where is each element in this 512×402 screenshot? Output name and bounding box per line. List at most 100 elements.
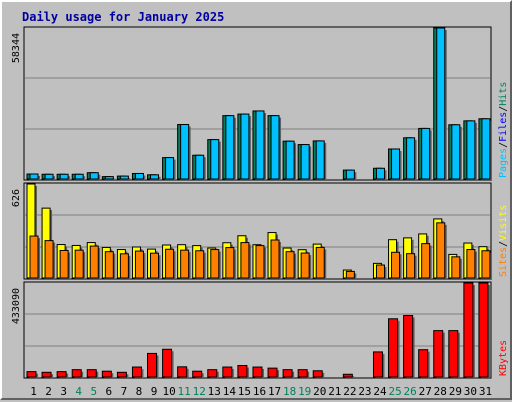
x-tick-label: 2 xyxy=(45,385,52,398)
x-tick-label: 22 xyxy=(343,385,356,398)
bar-sites-day-26 xyxy=(406,253,417,280)
bar-kbytes-day-18 xyxy=(282,369,295,379)
x-tick-label: 29 xyxy=(449,385,462,398)
bar-kbytes-day-1 xyxy=(26,371,38,379)
bar-kbytes-day-9 xyxy=(147,352,159,379)
bar-kbytes-day-20 xyxy=(312,370,325,379)
bar-kbytes-day-22 xyxy=(342,373,355,379)
legend-entry: / xyxy=(498,106,509,112)
bar-sites-day-30 xyxy=(466,249,477,280)
bar-pages-day-14 xyxy=(225,115,236,181)
bar-pages-day-22 xyxy=(345,169,357,181)
bar-sites-day-8 xyxy=(134,250,146,280)
bar-sites-day-4 xyxy=(74,249,86,280)
bar-sites-day-14 xyxy=(225,247,236,280)
bar-sites-day-6 xyxy=(104,251,116,280)
bar-pages-day-13 xyxy=(210,139,221,181)
bar-kbytes-day-2 xyxy=(41,371,54,379)
bar-sites-day-18 xyxy=(285,251,297,280)
bar-sites-day-20 xyxy=(315,246,327,280)
bar-sites-day-16 xyxy=(255,245,266,280)
bar-pages-day-2 xyxy=(44,173,56,181)
x-tick-label: 31 xyxy=(479,385,492,398)
bar-kbytes-day-13 xyxy=(207,369,219,379)
bar-pages-day-1 xyxy=(29,173,40,181)
bar-pages-day-26 xyxy=(406,137,417,181)
bar-pages-day-31 xyxy=(481,118,492,181)
legend-entry: / xyxy=(498,241,509,247)
bar-pages-day-5 xyxy=(89,172,101,181)
x-tick-label: 7 xyxy=(121,385,128,398)
x-tick-label: 21 xyxy=(328,385,341,398)
legend: Pages/Files/Hits xyxy=(498,82,509,178)
x-tick-label: 20 xyxy=(313,385,326,398)
bar-pages-day-18 xyxy=(285,140,297,181)
bar-sites-day-28 xyxy=(436,222,447,280)
bar-kbytes-day-5 xyxy=(86,369,99,379)
bar-kbytes-day-11 xyxy=(177,366,189,379)
bar-kbytes-day-16 xyxy=(252,366,264,379)
legend-entry: Files xyxy=(498,112,509,142)
x-tick-label: 24 xyxy=(373,385,387,398)
x-tick-label: 3 xyxy=(60,385,67,398)
bar-kbytes-day-30 xyxy=(463,282,475,379)
legend-entry: KBytes xyxy=(498,340,509,376)
bar-kbytes-day-26 xyxy=(403,314,415,379)
bar-sites-day-7 xyxy=(119,253,131,280)
bar-kbytes-day-12 xyxy=(192,370,204,379)
bar-kbytes-day-17 xyxy=(267,367,280,379)
bar-pages-day-12 xyxy=(195,154,206,181)
x-tick-label: 12 xyxy=(193,385,206,398)
bar-kbytes-day-24 xyxy=(372,351,385,379)
legend-entry: / xyxy=(498,142,509,148)
axis-max-label: 433090 xyxy=(11,288,22,324)
bar-sites-day-10 xyxy=(165,248,176,280)
bar-pages-day-7 xyxy=(119,175,131,181)
x-tick-label: 23 xyxy=(358,385,371,398)
chart-title: Daily usage for January 2025 xyxy=(22,10,225,24)
bar-pages-day-8 xyxy=(134,172,146,181)
bar-sites-day-12 xyxy=(195,250,206,280)
bar-sites-day-2 xyxy=(44,240,56,280)
x-tick-label: 6 xyxy=(106,385,113,398)
bar-sites-day-13 xyxy=(210,249,221,280)
bar-sites-day-3 xyxy=(59,249,71,280)
bar-kbytes-day-14 xyxy=(222,366,234,379)
bar-kbytes-day-7 xyxy=(116,371,129,379)
x-tick-label: 9 xyxy=(151,385,158,398)
bar-kbytes-day-4 xyxy=(71,369,84,379)
legend-entry: Sites xyxy=(498,247,509,277)
bar-kbytes-day-15 xyxy=(237,364,249,379)
bar-kbytes-day-10 xyxy=(162,348,174,379)
bar-kbytes-day-31 xyxy=(478,282,490,379)
bar-kbytes-day-27 xyxy=(418,349,430,379)
bar-kbytes-day-8 xyxy=(131,366,144,379)
x-tick-label: 8 xyxy=(136,385,143,398)
bar-kbytes-day-6 xyxy=(101,370,114,379)
legend-entry: Hits xyxy=(498,82,509,106)
x-tick-label: 5 xyxy=(90,385,97,398)
bar-sites-day-25 xyxy=(391,251,402,280)
legend: KBytes xyxy=(498,340,509,376)
x-tick-label: 15 xyxy=(238,385,251,398)
bar-sites-day-29 xyxy=(451,256,462,280)
x-tick-label: 11 xyxy=(178,385,191,398)
bar-sites-day-5 xyxy=(89,245,101,280)
bar-sites-day-31 xyxy=(481,250,492,280)
x-tick-label: 18 xyxy=(283,385,296,398)
bar-pages-day-25 xyxy=(391,148,402,181)
bar-sites-day-27 xyxy=(421,243,432,280)
x-tick-label: 10 xyxy=(162,385,175,398)
bar-pages-day-30 xyxy=(466,120,477,181)
x-tick-label: 19 xyxy=(298,385,311,398)
axis-max-label: 626 xyxy=(11,189,22,207)
bar-sites-day-17 xyxy=(270,239,282,280)
x-tick-label: 13 xyxy=(208,385,221,398)
x-tick-label: 17 xyxy=(268,385,281,398)
x-tick-label: 26 xyxy=(404,385,417,398)
bar-sites-day-1 xyxy=(29,235,40,280)
bar-pages-day-20 xyxy=(315,140,327,181)
bar-sites-day-15 xyxy=(240,242,251,280)
